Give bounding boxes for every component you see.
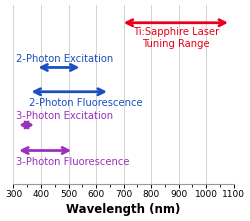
Text: 3-Photon Excitation: 3-Photon Excitation — [16, 111, 113, 121]
Text: 2-Photon Excitation: 2-Photon Excitation — [16, 53, 114, 63]
Text: 2-Photon Fluorescence: 2-Photon Fluorescence — [28, 98, 142, 108]
Text: 3-Photon Fluorescence: 3-Photon Fluorescence — [16, 157, 130, 167]
Text: Ti:Sapphire Laser
Tuning Range: Ti:Sapphire Laser Tuning Range — [133, 27, 219, 49]
X-axis label: Wavelength (nm): Wavelength (nm) — [66, 203, 181, 216]
